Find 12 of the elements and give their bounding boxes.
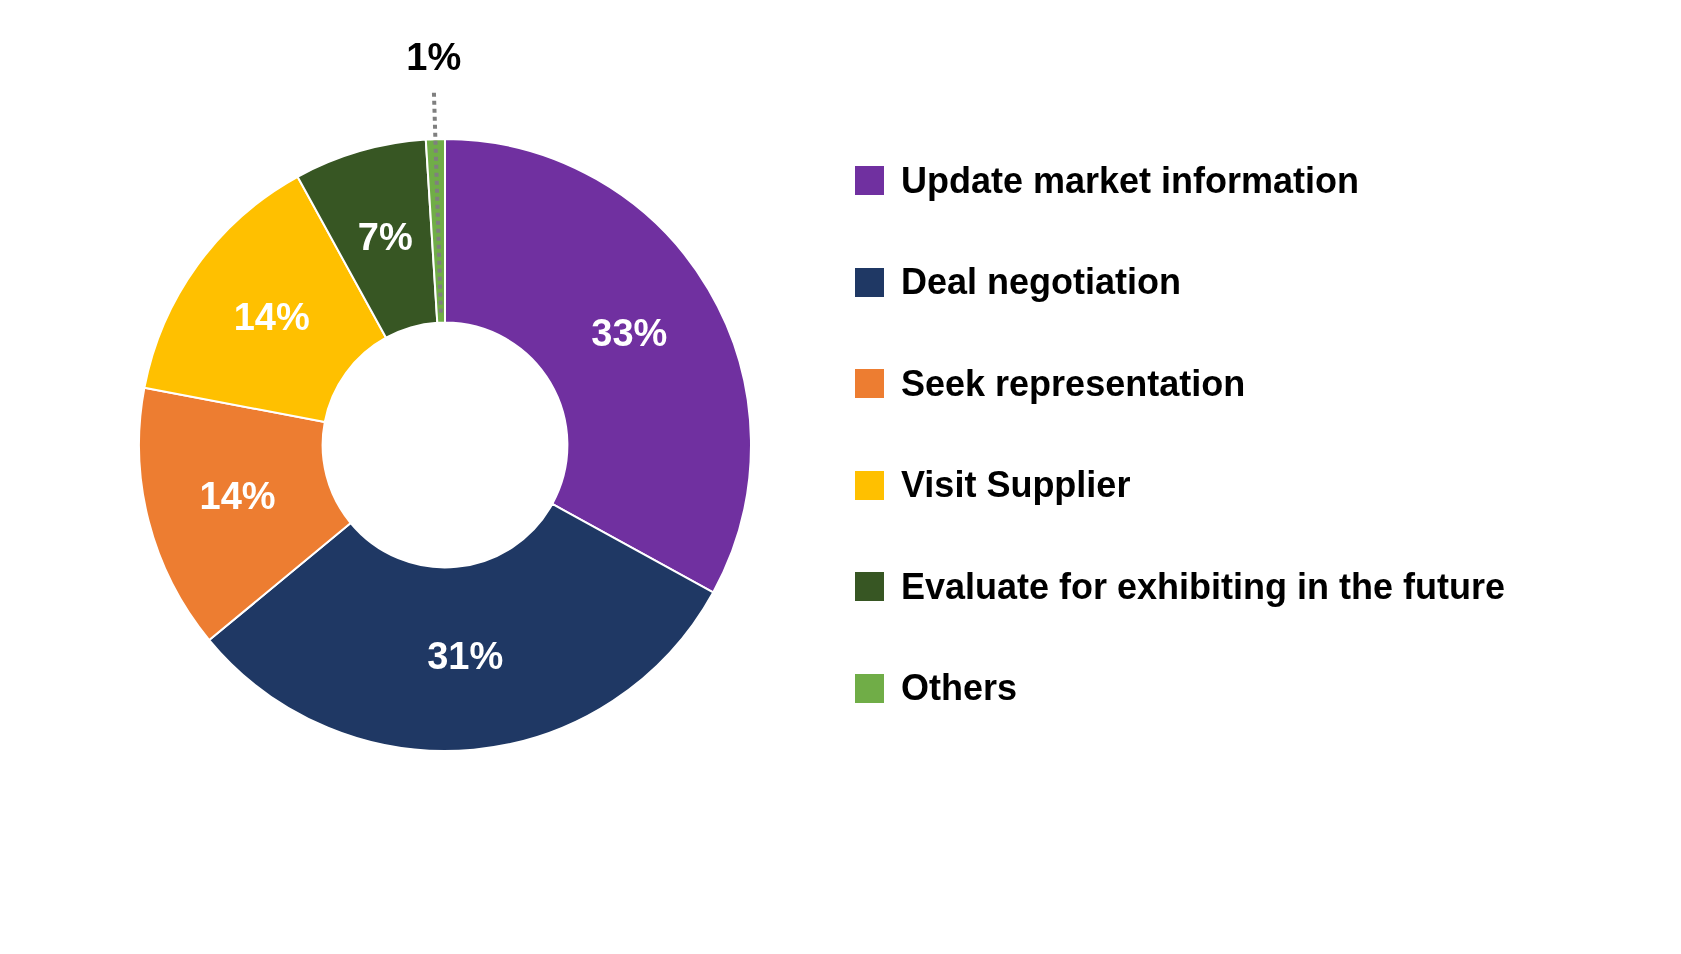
data-label: 1%	[406, 35, 462, 78]
legend-label: Update market information	[901, 159, 1360, 202]
legend-label: Seek representation	[901, 362, 1246, 405]
legend-label: Evaluate for exhibiting in the future	[901, 565, 1506, 608]
data-label: 33%	[591, 312, 668, 355]
legend-label: Deal negotiation	[901, 261, 1182, 304]
legend-label: Others	[901, 667, 1018, 710]
legend-label: Visit Supplier	[901, 464, 1131, 507]
data-label: 14%	[199, 474, 276, 517]
data-label: 31%	[427, 634, 504, 677]
data-label: 7%	[357, 215, 413, 258]
data-label: 14%	[233, 295, 310, 338]
